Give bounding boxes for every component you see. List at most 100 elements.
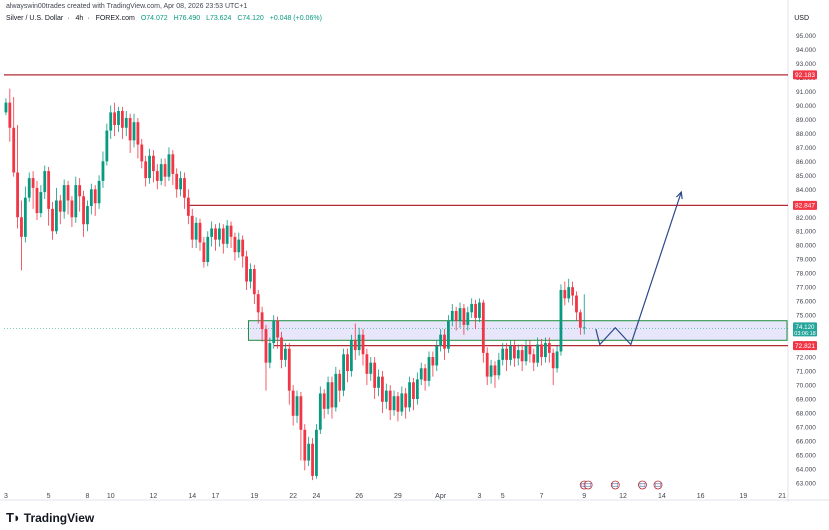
economic-event-icon[interactable] (610, 480, 620, 490)
candle-body (295, 396, 299, 416)
y-tick-label: 86.000 (796, 159, 816, 166)
x-tick-label: 12 (619, 493, 627, 500)
candle-body (501, 348, 505, 360)
y-tick-label: 80.000 (796, 243, 816, 250)
candle-body (249, 268, 252, 282)
candle-body (39, 192, 43, 214)
x-tick-label: 29 (394, 493, 402, 500)
symbol-info-bar: Silver / U.S. Dollar · 4h · FOREX.com O74.… (6, 15, 322, 22)
candle-body (396, 396, 400, 412)
candle-body (54, 200, 58, 232)
candle-body (551, 352, 555, 369)
support-zone-rect (247, 320, 788, 341)
candle-body (179, 178, 182, 190)
candle-body (221, 228, 225, 244)
x-tick-label: 3 (4, 493, 8, 500)
candle-body (113, 112, 117, 125)
level-price-label: 82.847 (795, 203, 815, 210)
y-tick-label: 88.000 (796, 131, 816, 138)
candle-body (532, 354, 536, 363)
x-tick-label: 26 (355, 493, 363, 500)
candle-body (35, 187, 39, 214)
candle-body (423, 368, 427, 381)
symbol-name[interactable]: Silver / U.S. Dollar (6, 15, 64, 22)
candle-body (446, 320, 450, 349)
candle-body (276, 320, 280, 338)
candle-body (307, 443, 311, 461)
candle-body (334, 373, 338, 408)
candle-body (256, 294, 260, 313)
ohlc-low: L73.624 (206, 15, 232, 22)
candle-body (233, 236, 237, 253)
candle-body (51, 208, 54, 232)
candle-body (237, 239, 241, 253)
level-price-badge (793, 200, 817, 210)
candle-body (528, 345, 532, 355)
candle-body (97, 180, 101, 204)
candle-body (241, 239, 245, 257)
candle-body (105, 130, 109, 162)
candle-body (392, 396, 396, 411)
candle-body (23, 197, 27, 237)
candle-body (470, 303, 474, 313)
event-flag-inner-icon (612, 483, 618, 488)
bar-countdown-label: 03:06:18 (794, 331, 815, 337)
candle-body (311, 443, 314, 476)
y-tick-label: 63.000 (796, 480, 816, 487)
candle-body (175, 173, 179, 190)
x-tick-label: Apr (435, 493, 447, 500)
ohlc-high: H76.490 (173, 15, 201, 22)
candle-body (462, 308, 466, 325)
candle-body (489, 365, 493, 377)
candle-body (167, 154, 171, 177)
candle-body (520, 350, 524, 362)
x-tick-label: 10 (107, 493, 115, 500)
candle-body (435, 345, 439, 366)
projection-arrow-path (595, 191, 682, 346)
candle-body (159, 164, 163, 181)
candle-body (373, 362, 377, 388)
y-tick-label: 79.000 (796, 257, 816, 264)
candle-body (412, 382, 415, 400)
y-tick-label: 87.000 (796, 145, 816, 152)
candle-body (365, 354, 369, 374)
candle-body (439, 334, 443, 346)
candle-body (117, 110, 120, 125)
candle-body (225, 225, 229, 244)
candle-body (540, 344, 543, 358)
candle-body (58, 200, 62, 212)
candle-body (478, 302, 481, 318)
price-change: +0.048 (+0.06%) (269, 15, 322, 22)
candle-body (578, 312, 582, 328)
economic-event-icon[interactable] (653, 480, 663, 490)
candle-body (144, 161, 148, 179)
y-tick-label: 76.000 (796, 299, 816, 306)
x-tick-label: 17 (212, 493, 220, 500)
candle-body (93, 189, 97, 204)
interval-label[interactable]: 4h (75, 15, 84, 22)
candle-body (210, 228, 214, 237)
x-tick-label: 22 (289, 493, 297, 500)
candle-body (70, 200, 74, 218)
candle-body (369, 362, 373, 374)
candle-body (245, 256, 248, 282)
candle-body (315, 429, 318, 476)
price-axis-currency: USD (794, 15, 809, 22)
candle-body (4, 102, 8, 113)
candle-body (86, 206, 89, 225)
candle-body (31, 178, 35, 188)
candle-body (20, 217, 23, 237)
economic-event-icon[interactable] (638, 480, 647, 490)
candle-body (353, 340, 357, 351)
candle-body (547, 343, 551, 353)
economic-event-icon[interactable] (583, 480, 593, 490)
candle-body (443, 334, 446, 349)
y-tick-label: 65.000 (796, 452, 816, 459)
candle-body (481, 302, 485, 353)
candle-body (202, 242, 206, 262)
x-tick-label: 5 (47, 493, 51, 500)
candle-body (346, 354, 349, 372)
candle-body (74, 185, 78, 218)
y-tick-label: 89.000 (796, 117, 816, 124)
